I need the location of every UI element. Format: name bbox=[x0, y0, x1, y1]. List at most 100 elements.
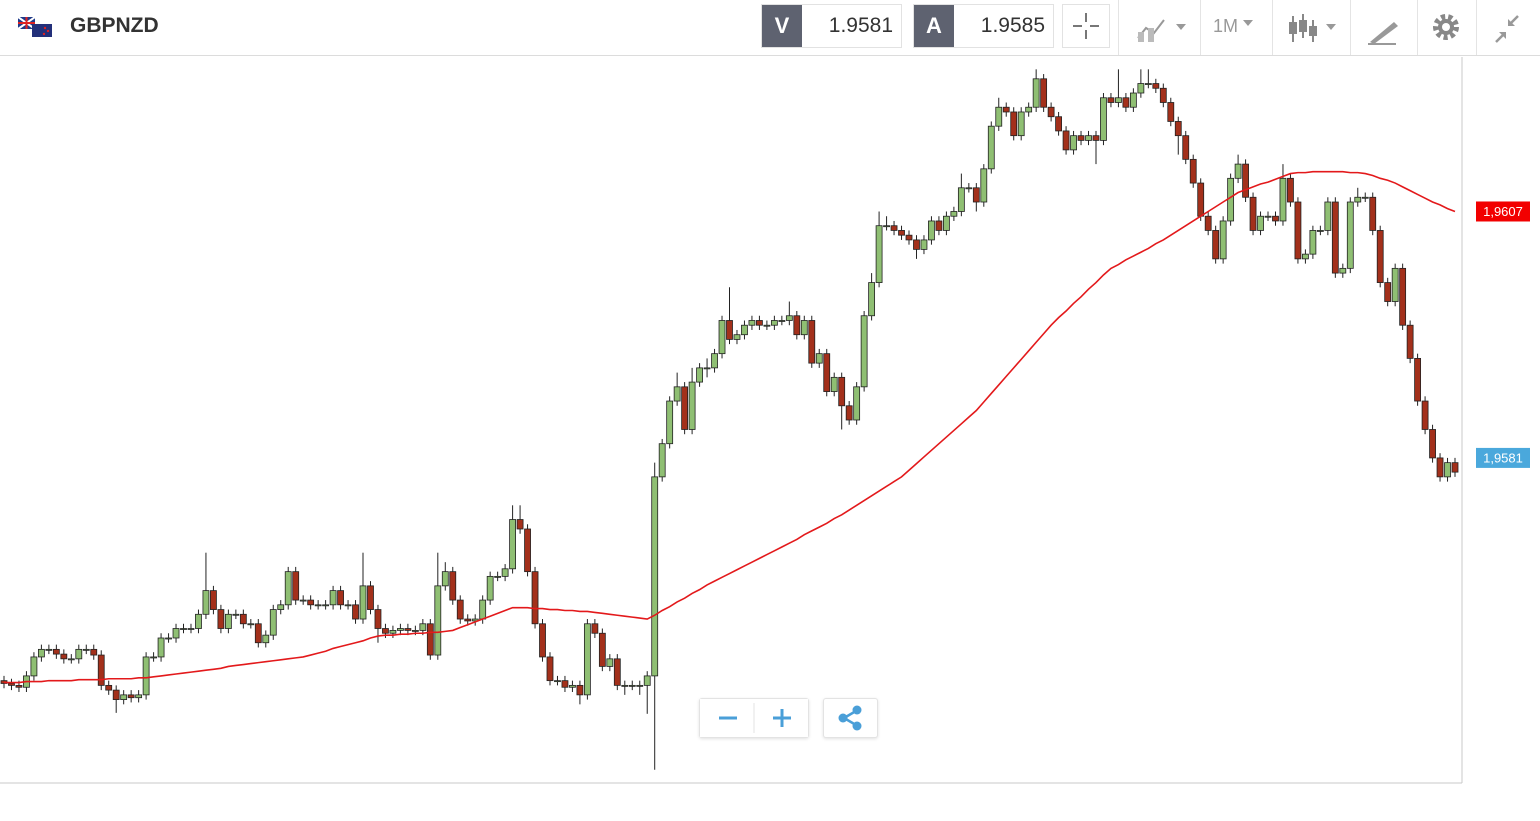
share-icon bbox=[838, 705, 862, 731]
bid-box[interactable]: V 1.9581 bbox=[761, 4, 902, 48]
drawing-tools-button[interactable] bbox=[1366, 8, 1400, 48]
candle-body bbox=[606, 658, 614, 667]
candle-body bbox=[1384, 282, 1392, 302]
candle-body bbox=[60, 653, 68, 660]
timeframe-button[interactable]: 1M bbox=[1213, 16, 1239, 36]
candle-body bbox=[329, 590, 337, 606]
candle-body bbox=[741, 324, 748, 336]
candle-body bbox=[1429, 429, 1436, 459]
candle-body bbox=[995, 106, 1003, 127]
candle-body bbox=[823, 353, 831, 392]
candle-body bbox=[748, 320, 756, 326]
zoom-in-button[interactable] bbox=[755, 699, 808, 737]
candle-body bbox=[1174, 121, 1182, 137]
candle-body bbox=[195, 613, 202, 629]
candle-body bbox=[45, 648, 53, 651]
flag-icon bbox=[18, 17, 52, 37]
settings-button[interactable] bbox=[1430, 8, 1464, 48]
candle-body bbox=[1272, 215, 1279, 222]
zoom-buttons bbox=[700, 699, 808, 737]
candle-body bbox=[845, 405, 853, 421]
separator bbox=[1272, 0, 1273, 55]
candle-body bbox=[1070, 135, 1077, 151]
candle-body bbox=[688, 381, 696, 430]
candle-body bbox=[651, 476, 659, 677]
chart-type-button[interactable] bbox=[1134, 8, 1190, 48]
candle-body bbox=[1077, 135, 1085, 141]
candle-body bbox=[1137, 83, 1145, 94]
candle-body bbox=[763, 324, 771, 327]
candle-body bbox=[875, 225, 883, 283]
candle-body bbox=[292, 571, 300, 601]
candle-body bbox=[868, 282, 876, 317]
candle-body bbox=[210, 590, 217, 610]
candle-body bbox=[905, 234, 913, 241]
candle-body bbox=[950, 211, 958, 217]
candle-body bbox=[1122, 97, 1130, 108]
price-tag-label: 1,9607 bbox=[1483, 204, 1523, 219]
candle-body bbox=[344, 604, 352, 607]
candle-body bbox=[1302, 253, 1309, 260]
candle-body bbox=[1451, 462, 1459, 473]
candle-body bbox=[1085, 135, 1092, 141]
candle-body bbox=[1115, 97, 1122, 103]
candle-body bbox=[1242, 163, 1249, 198]
timeframe-caret bbox=[1243, 20, 1253, 26]
candle-type-button[interactable] bbox=[1286, 8, 1342, 48]
price-tag bbox=[1476, 447, 1530, 468]
collapse-button[interactable] bbox=[1492, 8, 1526, 48]
candle-body bbox=[501, 568, 509, 577]
candle-body bbox=[643, 675, 651, 686]
candle-body bbox=[1257, 215, 1264, 231]
candle-body bbox=[703, 367, 711, 370]
share-button[interactable] bbox=[823, 698, 878, 738]
candle-body bbox=[1167, 102, 1175, 122]
candle-body bbox=[770, 320, 778, 326]
candle-body bbox=[830, 376, 838, 392]
candle-body bbox=[382, 628, 389, 634]
candle-body bbox=[232, 613, 240, 616]
candle-body bbox=[1152, 83, 1160, 89]
candle-body bbox=[1249, 196, 1257, 231]
zoom-controls bbox=[699, 698, 809, 738]
candle-body bbox=[1092, 135, 1100, 141]
candle-body bbox=[1002, 106, 1010, 113]
candle-body bbox=[793, 315, 801, 336]
candle-body bbox=[1182, 135, 1190, 160]
candle-body bbox=[1017, 111, 1025, 137]
candle-body bbox=[456, 599, 464, 620]
candle-body bbox=[269, 609, 277, 636]
candle-body bbox=[1010, 111, 1018, 137]
candle-body bbox=[247, 623, 255, 626]
candle-body bbox=[1047, 106, 1055, 118]
candle-body bbox=[157, 637, 165, 658]
price-tag-label: 1,9581 bbox=[1483, 450, 1523, 465]
candle-body bbox=[1287, 177, 1294, 203]
candle-body bbox=[389, 630, 397, 634]
ask-box[interactable]: A 1.9585 bbox=[913, 4, 1054, 48]
separator bbox=[1417, 0, 1418, 55]
bid-value: 1.9581 bbox=[828, 14, 893, 37]
candle-body bbox=[1346, 201, 1354, 269]
toolbar: GBPNZD V 1.9581 A 1.9585 1M bbox=[0, 0, 1540, 56]
candle-body bbox=[658, 443, 666, 478]
candle-body bbox=[322, 604, 330, 607]
candle-body bbox=[1129, 92, 1137, 108]
candle-body bbox=[337, 590, 344, 606]
candle-body bbox=[217, 609, 225, 629]
separator bbox=[1200, 0, 1201, 55]
candle-body bbox=[1406, 324, 1414, 359]
zoom-out-button[interactable] bbox=[700, 699, 754, 737]
candle-body bbox=[1234, 163, 1242, 179]
candle-body bbox=[1279, 177, 1287, 222]
candle-body bbox=[636, 684, 644, 687]
candle-body bbox=[1421, 400, 1429, 430]
candle-body bbox=[957, 187, 965, 212]
candle-body bbox=[838, 376, 846, 407]
candle-body bbox=[1414, 357, 1422, 402]
candle-body bbox=[97, 654, 105, 686]
separator bbox=[1350, 0, 1351, 55]
crosshair-button[interactable] bbox=[1062, 4, 1110, 48]
